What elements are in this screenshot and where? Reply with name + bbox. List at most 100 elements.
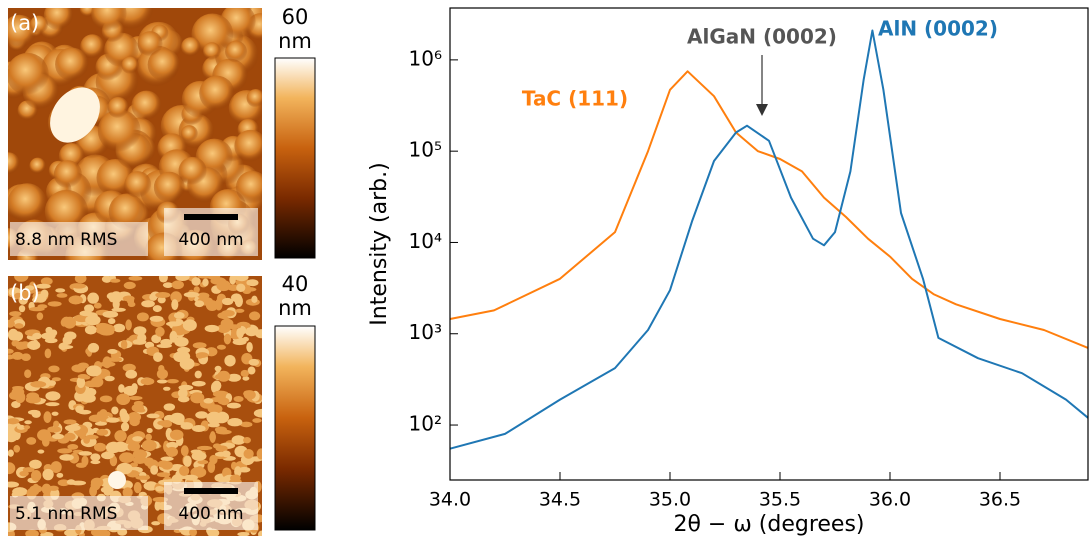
grain [162, 282, 174, 288]
grain [224, 354, 236, 367]
grain [234, 295, 243, 308]
grain [18, 305, 26, 313]
grain [107, 96, 129, 119]
grain [16, 424, 26, 430]
grain [166, 378, 179, 384]
grain [8, 481, 20, 488]
panel-label: (a) [10, 11, 39, 35]
grain [53, 420, 60, 428]
grain [151, 521, 161, 526]
grain [12, 487, 28, 497]
grain [24, 285, 35, 291]
grain [76, 432, 87, 437]
grain [214, 426, 227, 433]
colorbar-max: 60 [282, 5, 309, 29]
grain [221, 297, 234, 306]
x-tick-label: 34.5 [539, 489, 581, 511]
grain [8, 14, 37, 49]
rms-label: 8.8 nm RMS [15, 230, 117, 250]
grain [253, 408, 262, 418]
grain [243, 436, 251, 444]
grain [106, 417, 120, 423]
x-tick-label: 35.0 [649, 489, 691, 511]
grain [171, 299, 179, 311]
grain [26, 392, 40, 401]
grain [132, 436, 143, 442]
scale-bar [184, 214, 238, 220]
grain [258, 530, 262, 536]
grain [58, 345, 74, 350]
grain [131, 90, 162, 121]
grain [179, 465, 190, 477]
label-box [10, 222, 148, 256]
grain [45, 402, 60, 407]
grain [133, 481, 142, 494]
grain [8, 348, 14, 354]
grain [242, 376, 250, 381]
y-tick-label: 10³ [409, 320, 442, 344]
y-tick-label: 10⁴ [409, 229, 442, 253]
grain [195, 411, 209, 419]
grain [90, 453, 101, 462]
grain [24, 420, 32, 425]
grain [85, 315, 101, 326]
grain [192, 342, 207, 349]
grain [13, 444, 21, 453]
grain [252, 418, 262, 423]
grain [145, 433, 152, 441]
grain [37, 449, 45, 454]
grain [129, 462, 139, 468]
grain [11, 351, 24, 360]
grain [247, 366, 256, 375]
grain [237, 531, 250, 536]
grain [14, 276, 29, 282]
grain [203, 398, 214, 404]
grain [178, 384, 194, 391]
grain [214, 451, 228, 457]
grain [137, 333, 147, 343]
grain [41, 437, 50, 447]
grain [64, 331, 77, 340]
grain [87, 342, 100, 353]
grain [87, 292, 99, 304]
grain [78, 451, 93, 456]
x-tick-label: 36.5 [979, 489, 1021, 511]
grain [133, 326, 147, 336]
grain [166, 321, 182, 327]
grain [225, 40, 248, 63]
grain [30, 469, 42, 482]
grain [57, 448, 73, 454]
grain [166, 441, 179, 449]
x-tick-label: 35.5 [759, 489, 801, 511]
grain [160, 456, 174, 462]
grain [8, 418, 20, 425]
grain [158, 276, 168, 283]
grain [53, 160, 82, 189]
grain [240, 421, 253, 428]
grain [111, 406, 119, 415]
grain [235, 276, 249, 282]
grain [121, 56, 139, 74]
grain [117, 528, 128, 536]
grain [90, 528, 103, 536]
grain [125, 319, 132, 331]
grain [44, 348, 52, 359]
grain [238, 466, 251, 473]
grain [171, 280, 184, 290]
grain [43, 411, 52, 423]
grain [153, 171, 185, 203]
grain [233, 395, 244, 403]
grain [190, 392, 205, 404]
grain [181, 37, 201, 57]
grain [26, 437, 37, 445]
grain [40, 277, 53, 286]
grain [120, 339, 128, 350]
colorbar [274, 57, 316, 259]
grain [131, 383, 138, 392]
grain [47, 380, 57, 386]
grain [180, 422, 194, 430]
scale-label: 400 nm [178, 230, 243, 250]
grain [50, 461, 62, 473]
grain [122, 487, 133, 498]
